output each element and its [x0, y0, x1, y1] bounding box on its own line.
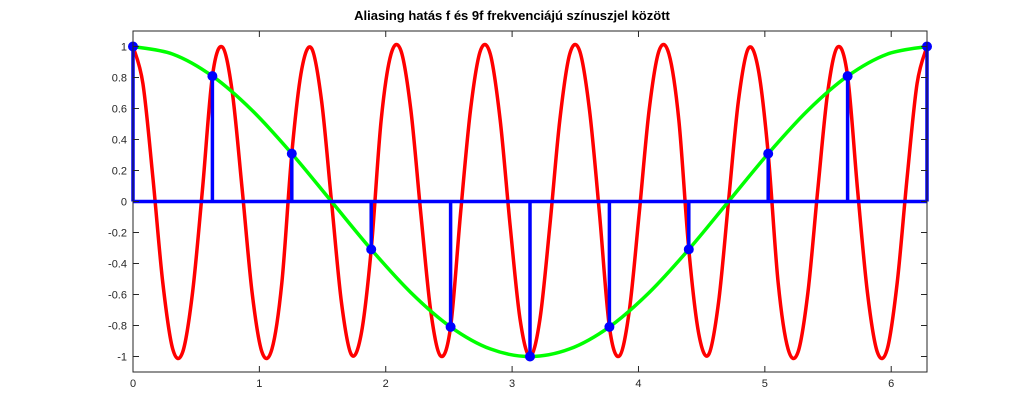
y-tick-label: 0.8 [112, 73, 127, 85]
y-tick-label: -0.4 [108, 259, 127, 271]
stem-marker [763, 148, 774, 159]
x-tick-label: 1 [256, 378, 262, 390]
y-tick-label: -1 [117, 352, 127, 364]
x-tick-label: 5 [762, 378, 768, 390]
y-tick-label: 1 [121, 42, 127, 54]
y-tick-label: 0.6 [112, 104, 127, 116]
y-tick-label: -0.6 [108, 290, 127, 302]
x-tick-label: 0 [130, 378, 136, 390]
stem-marker [286, 148, 297, 159]
y-tick-label: 0.2 [112, 166, 127, 178]
y-tick-label: 0.4 [112, 135, 127, 147]
stem-marker [207, 71, 218, 82]
y-tick-label: -0.2 [108, 228, 127, 240]
x-tick-label: 6 [888, 378, 894, 390]
axes-group: 0 1 2 3 4 5 6 1 0.8 0.6 0.4 0.2 0 -0.2 -0.4 -0.6 -0.8 -1 [108, 30, 928, 390]
stem-marker [366, 244, 377, 255]
y-tick-label: -0.8 [108, 321, 127, 333]
y-tick-label: 0 [121, 197, 127, 209]
stem-marker [683, 244, 694, 255]
x-tick-label: 4 [635, 378, 641, 390]
x-tick-label: 3 [509, 378, 515, 390]
stem-marker [604, 321, 615, 332]
x-tick-label: 2 [383, 378, 389, 390]
stem-marker [525, 351, 535, 362]
chart-title: Aliasing hatás f és 9f frekvenciájú szín… [354, 8, 670, 23]
stem-marker [842, 71, 853, 82]
stem-marker [445, 321, 456, 332]
